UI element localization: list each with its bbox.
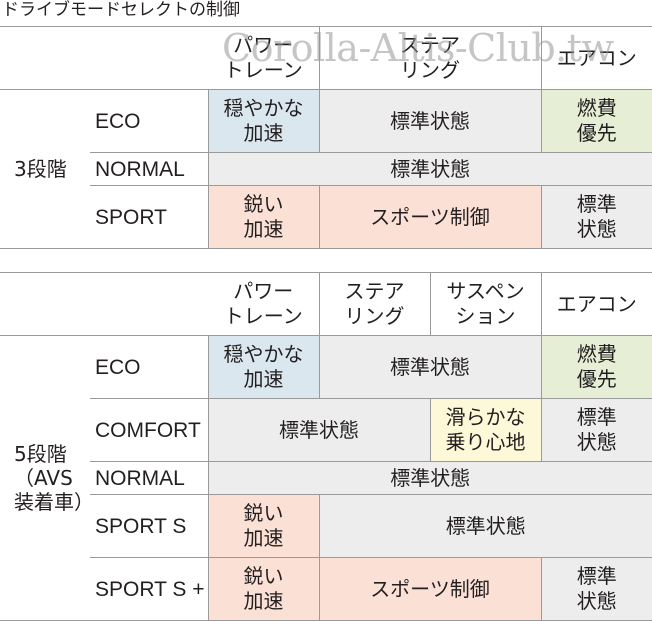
mode-label: ECO [90,335,209,399]
header-steering: ステア リング [319,26,542,90]
page-title: ドライブモードセレクトの制御 [2,0,240,20]
mode-label: COMFORT [90,398,209,462]
mode-label: NORMAL [90,152,209,186]
cell-aircon: 標準 状態 [541,398,652,462]
level-label: 5段階 （AVS 装着車） [0,335,90,621]
table-row: 3段階 ECO 穏やかな 加速 標準状態 燃費 優先 [0,89,652,249]
header-blank [0,26,208,90]
cell-standard: 標準状態 [208,152,652,186]
table-row: SPORT 鋭い 加速 スポーツ制御 標準 状態 [0,185,652,249]
cell-suspension: 滑らかな 乗り心地 [430,398,542,462]
table-row: 5段階 （AVS 装着車） ECO 穏やかな 加速 標準状態 燃費 優先 [0,335,652,621]
mode-label: ECO [90,89,209,153]
header-suspension: サスペン ション [430,272,542,336]
cell-sport-control: スポーツ制御 [319,185,542,249]
drive-mode-table-5-level: パワー トレーン ステア リング サスペン ション エアコン 5段階 （AVS … [0,272,652,621]
cell-aircon: 標準 状態 [541,185,652,249]
cell-standard: 標準状態 [208,398,431,462]
header-powertrain: パワー トレーン [208,272,320,336]
header-steering: ステア リング [319,272,431,336]
cell-aircon: 燃費 優先 [541,335,652,399]
cell-sport-control: スポーツ制御 [319,557,542,621]
mode-label: NORMAL [90,461,209,495]
cell-standard: 標準状態 [319,335,542,399]
table-row: COMFORT 標準状態 滑らかな 乗り心地 標準 状態 [0,398,652,462]
cell-aircon: 標準 状態 [541,557,652,621]
header-aircon: エアコン [541,26,652,90]
mode-label: SPORT S + [90,557,209,621]
cell-powertrain: 鋭い 加速 [208,557,320,621]
drive-mode-table-3-level: パワー トレーン ステア リング エアコン 3段階 ECO 穏やかな 加速 標準… [0,26,652,249]
cell-powertrain: 鋭い 加速 [208,185,320,249]
mode-label: SPORT [90,185,209,249]
header-aircon: エアコン [541,272,652,336]
cell-standard: 標準状態 [319,89,542,153]
level-label: 3段階 [0,89,90,249]
table-row: NORMAL 標準状態 [0,152,652,186]
cell-powertrain: 鋭い 加速 [208,494,320,558]
header-powertrain: パワー トレーン [208,26,320,90]
cell-powertrain: 穏やかな 加速 [208,89,320,153]
cell-powertrain: 穏やかな 加速 [208,335,320,399]
cell-aircon: 燃費 優先 [541,89,652,153]
cell-standard: 標準状態 [319,494,652,558]
cell-standard: 標準状態 [208,461,652,495]
mode-label: SPORT S [90,494,209,558]
table-row: SPORT S 鋭い 加速 標準状態 [0,494,652,558]
header-blank [0,272,208,336]
table-row: NORMAL 標準状態 [0,461,652,495]
table-row: SPORT S + 鋭い 加速 スポーツ制御 標準 状態 [0,557,652,621]
